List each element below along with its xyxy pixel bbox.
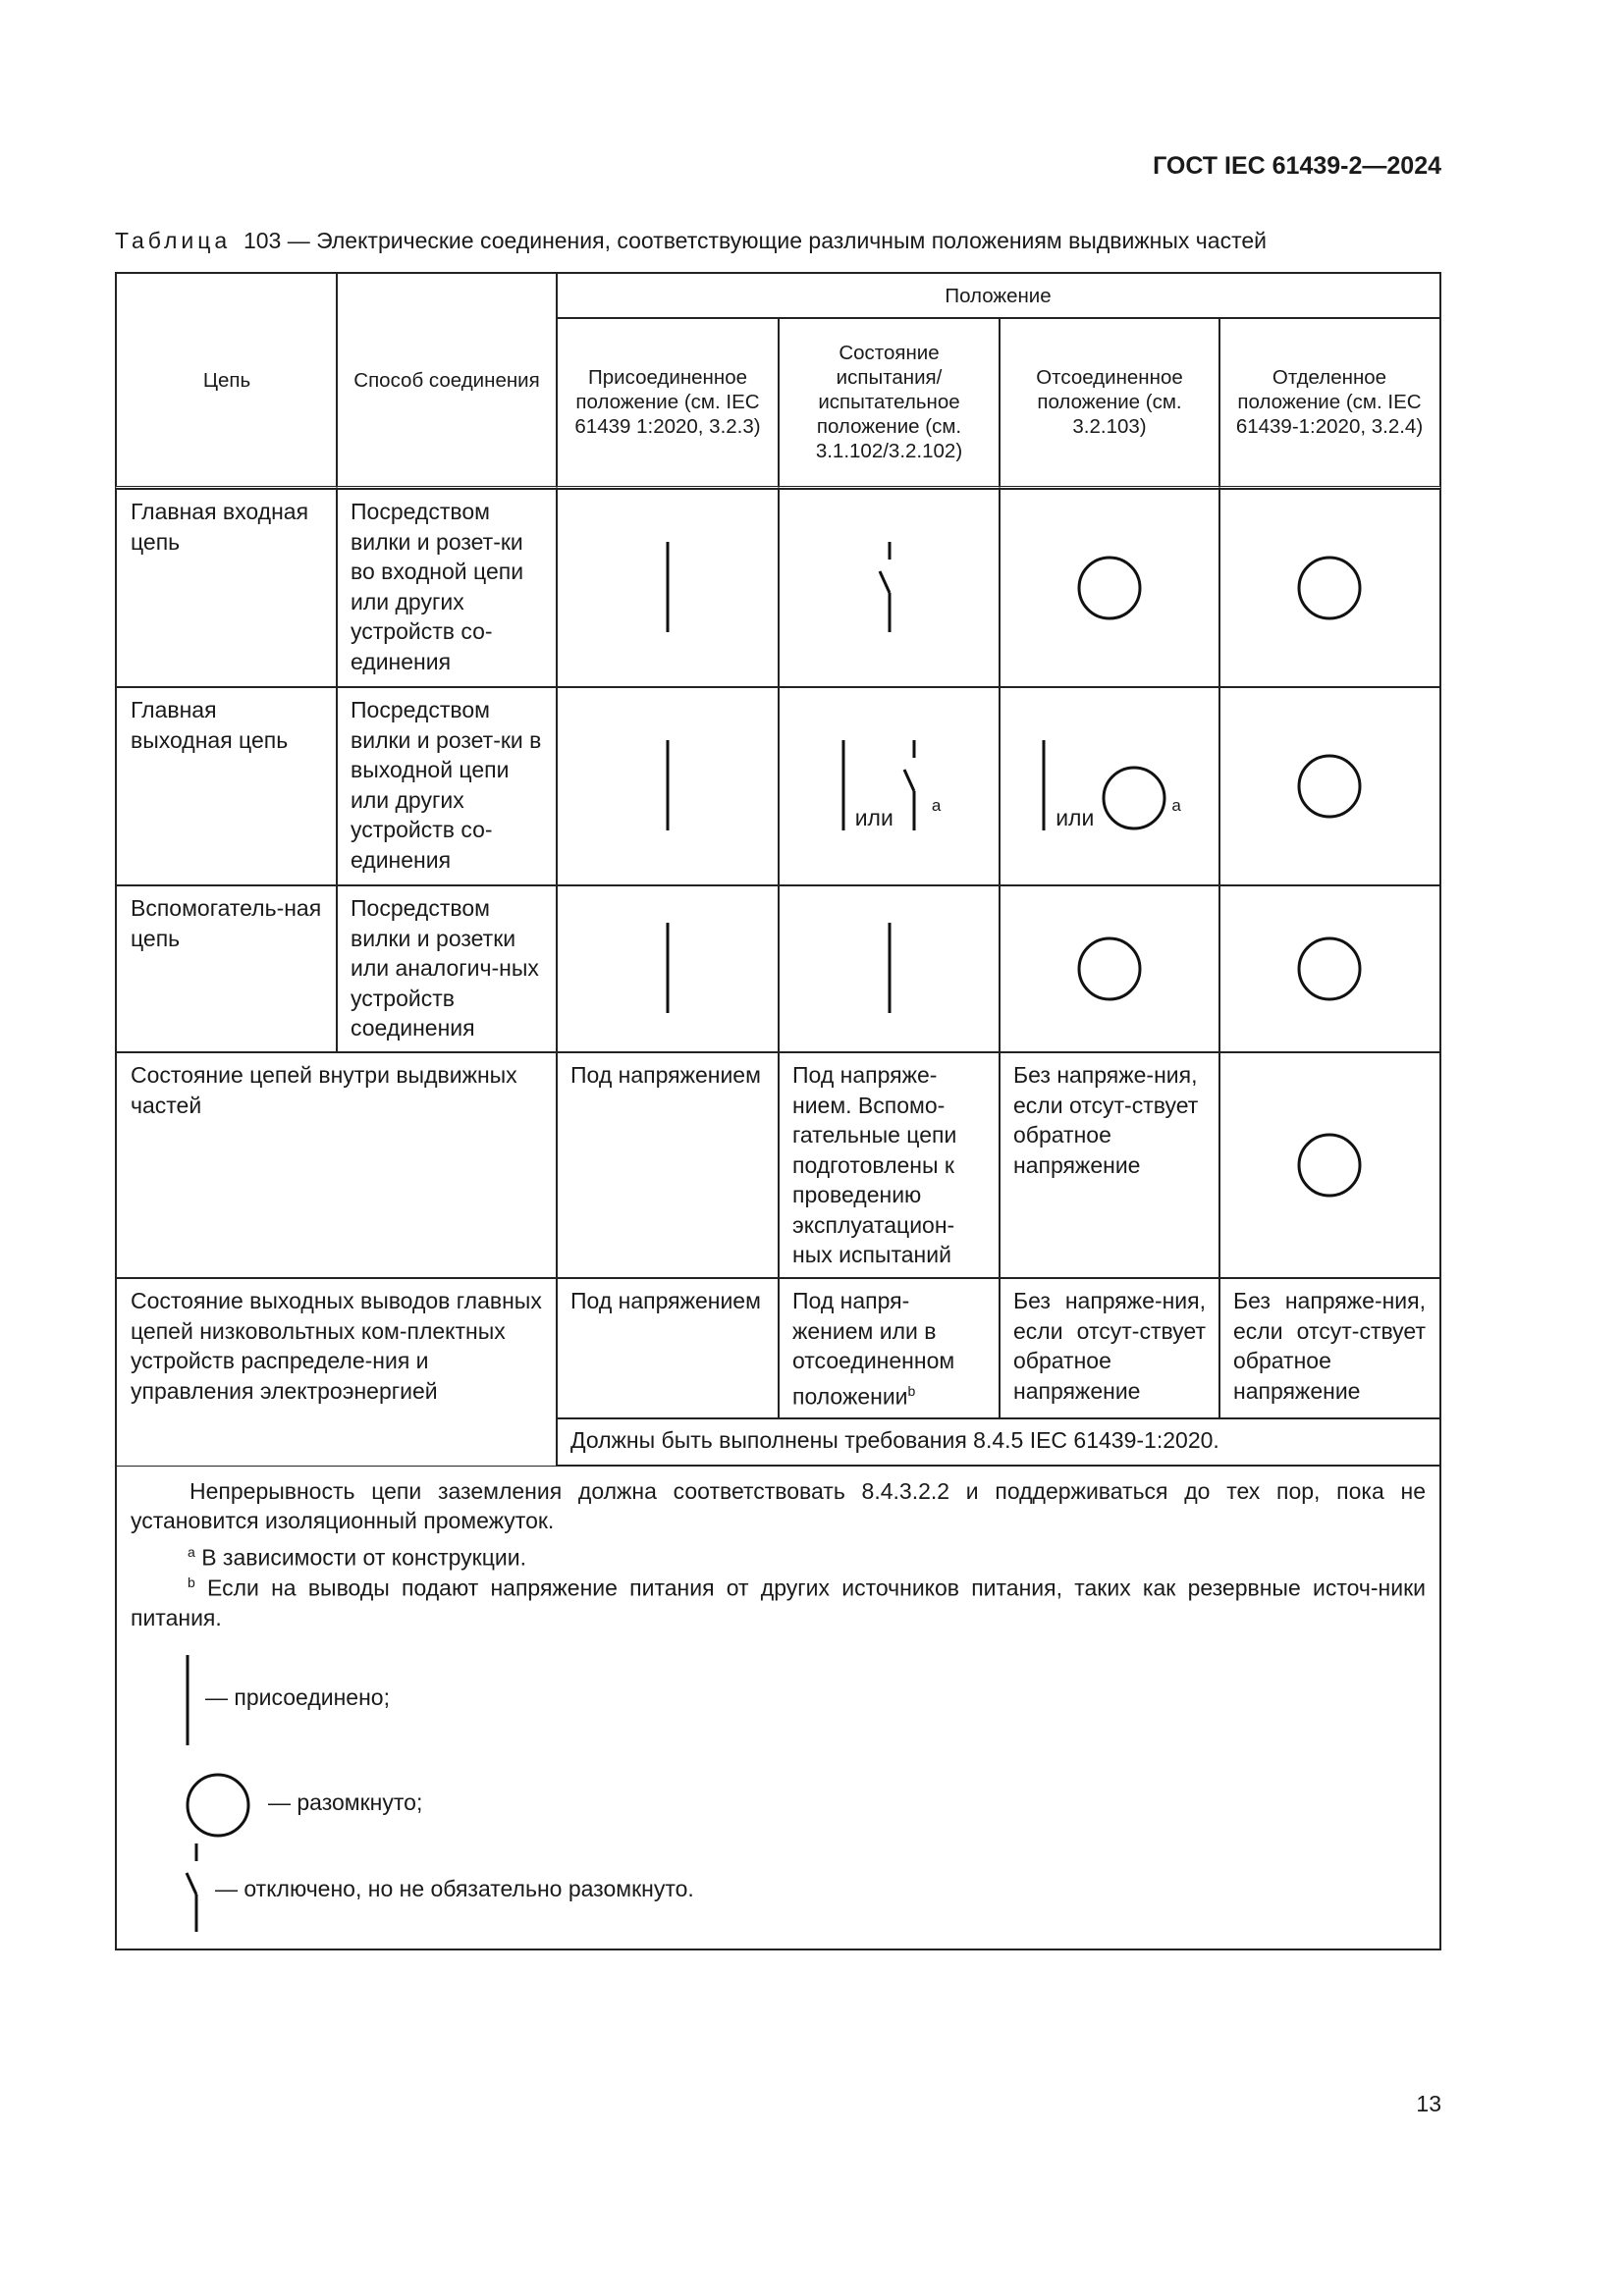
row-method: Посредством вилки и розет-ки во входной … xyxy=(336,488,558,688)
row-symbol-connected-or-open: или a xyxy=(999,686,1220,886)
footnote-b-mark: b xyxy=(188,1575,195,1590)
header-method: Способ соединения xyxy=(336,272,558,490)
row-symbol-disconnected-switch xyxy=(778,488,1001,688)
header-circuit: Цепь xyxy=(115,272,338,490)
footnote-a-text: В зависимости от конструкции. xyxy=(201,1544,526,1571)
header-position-connected: Присоединенное положение (см. IEC 61439 … xyxy=(556,317,780,490)
row-symbol-open xyxy=(999,488,1220,688)
header-position-test: Состояние испытания/ испытательное полож… xyxy=(778,317,1001,490)
or-label: или xyxy=(1056,804,1095,830)
row-symbol-open xyxy=(999,884,1220,1053)
row-method: Посредством вилки и розет-ки в выходной … xyxy=(336,686,558,886)
state-outputs-label: Состояние выходных выводов главных цепей… xyxy=(115,1277,558,1467)
state-inside-label: Состояние цепей внутри выдвижных частей xyxy=(115,1051,558,1279)
row-symbol-open xyxy=(1218,686,1441,886)
legend-open: — разомкнуто; xyxy=(268,1789,423,1815)
footnote-b-text: Если на выводы подают напряжение питания… xyxy=(131,1575,1426,1630)
disconnected-switch-icon xyxy=(902,740,916,830)
row-symbol-connected xyxy=(556,686,780,886)
state-inside-disconnected: Без напряже-ния, если отсут-ствует обрат… xyxy=(999,1051,1220,1279)
footnote-a: a В зависимости от конструкции. xyxy=(188,1537,1426,1573)
state-outputs-test-text: Под напря-жением или в отсоединенном пол… xyxy=(792,1288,955,1410)
state-inside-test: Под напряже-нием. Вспомо-гательные цепи … xyxy=(778,1051,1001,1279)
requirement-text: Должны быть выполнены требования 8.4.5 I… xyxy=(556,1417,1441,1467)
connected-line-icon xyxy=(666,922,670,1013)
disconnected-switch-icon xyxy=(878,542,891,632)
row-symbol-open xyxy=(1218,488,1441,688)
state-outputs-removed: Без напряже-ния, если отсут-ствует обрат… xyxy=(1218,1277,1441,1419)
state-inside-removed xyxy=(1218,1051,1441,1279)
state-inside-connected: Под напряжением xyxy=(556,1051,780,1279)
row-symbol-open xyxy=(1218,884,1441,1053)
table-caption: Таблица 103 — Электрические соединения, … xyxy=(115,228,1267,254)
connected-line-icon xyxy=(841,740,845,830)
header-position: Положение xyxy=(556,272,1441,319)
open-circle-icon xyxy=(186,1773,250,1838)
continuity-note: Непрерывность цепи заземления должна соо… xyxy=(131,1478,1426,1533)
disconnected-switch-icon xyxy=(185,1843,198,1932)
row-method: Посредством вилки и розетки или аналогич… xyxy=(336,884,558,1053)
legend-connected: — присоединено; xyxy=(205,1684,390,1710)
open-circle-icon xyxy=(1297,936,1362,1000)
or-label: или xyxy=(854,804,893,830)
connected-line-icon xyxy=(186,1655,189,1745)
row-circuit: Вспомогатель-ная цепь xyxy=(115,884,338,1053)
footnote-a-ref: a xyxy=(931,795,942,815)
page-number: 13 xyxy=(1416,2091,1441,2116)
footnote-b-ref: b xyxy=(907,1382,916,1399)
state-outputs-test: Под напря-жением или в отсоединенном пол… xyxy=(778,1277,1001,1419)
open-circle-icon xyxy=(1297,754,1362,819)
open-circle-icon xyxy=(1077,936,1142,1000)
legend-disconnected: — отключено, но не обязательно разомкнут… xyxy=(215,1876,694,1901)
open-circle-icon xyxy=(1102,766,1166,830)
open-circle-icon xyxy=(1077,556,1142,620)
footnote-a-mark: a xyxy=(188,1544,195,1560)
open-circle-icon xyxy=(1297,556,1362,620)
state-outputs-disconnected: Без напряже-ния, если отсут-ствует обрат… xyxy=(999,1277,1220,1419)
header-position-disconnected: Отсоединенное положение (см. 3.2.103) xyxy=(999,317,1220,490)
caption-label: Таблица xyxy=(115,228,232,253)
document-id: ГОСТ IEC 61439-2—2024 xyxy=(1153,152,1441,180)
footnote-a-ref: a xyxy=(1171,795,1181,815)
row-circuit: Главная выходная цепь xyxy=(115,686,338,886)
connected-line-icon xyxy=(1042,740,1046,830)
row-symbol-connected xyxy=(778,884,1001,1053)
state-outputs-connected: Под напряжением xyxy=(556,1277,780,1419)
row-symbol-connected xyxy=(556,884,780,1053)
row-symbol-connected-or-switch: или a xyxy=(778,686,1001,886)
row-circuit: Главная входная цепь xyxy=(115,488,338,688)
caption-text: 103 — Электрические соединения, соответс… xyxy=(243,228,1267,253)
table-notes: Непрерывность цепи заземления должна соо… xyxy=(115,1467,1441,1950)
connected-line-icon xyxy=(666,740,670,830)
footnote-b: b Если на выводы подают напряжение питан… xyxy=(131,1568,1426,1632)
connected-line-icon xyxy=(666,542,670,632)
row-symbol-connected xyxy=(556,488,780,688)
header-position-removed: Отделенное положение (см. IEC 61439-1:20… xyxy=(1218,317,1441,490)
open-circle-icon xyxy=(1297,1133,1362,1198)
connected-line-icon xyxy=(888,922,891,1013)
